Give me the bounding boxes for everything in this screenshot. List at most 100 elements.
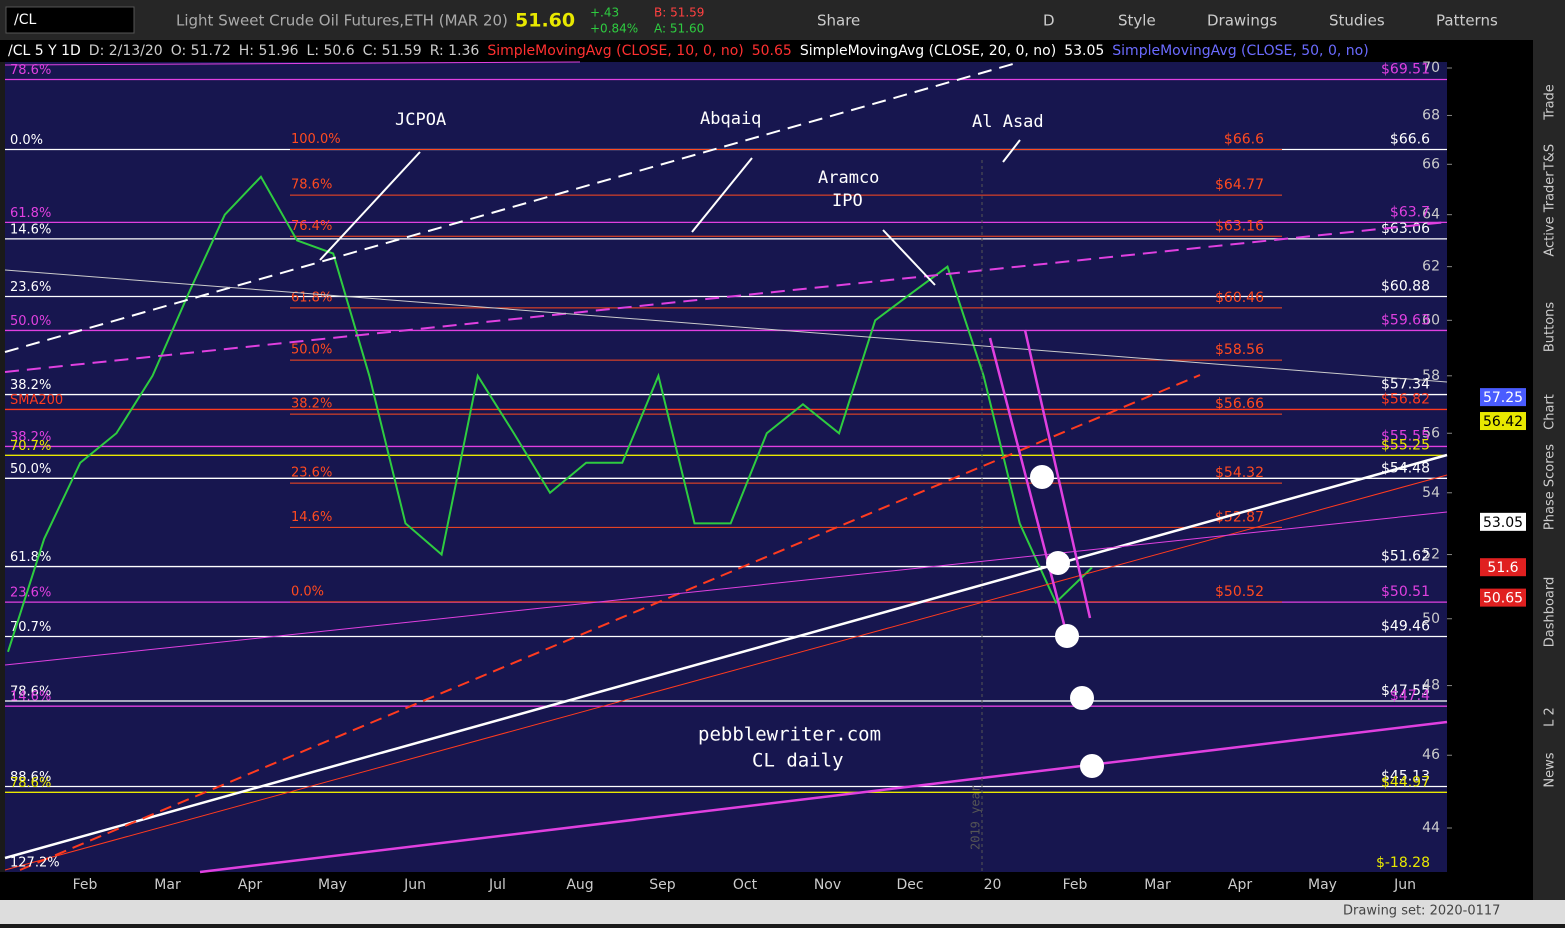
price-badge-label: 50.65 xyxy=(1483,591,1523,607)
time-axis xyxy=(0,872,1533,900)
fib-right-label: $63.16 xyxy=(1215,218,1264,234)
y-tick-label: 52 xyxy=(1422,547,1440,563)
fib-left-label: 50.0% xyxy=(291,343,332,358)
watermark: pebblewriter.com xyxy=(698,724,881,746)
level-left-label: 38.2% xyxy=(10,378,51,393)
level-left-label: 0.0% xyxy=(10,133,43,148)
x-tick-label: Dec xyxy=(896,877,923,893)
level-right-label: $55.25 xyxy=(1381,437,1430,453)
fib-right-label: $52.87 xyxy=(1215,509,1264,525)
sidebar-tab[interactable]: Chart xyxy=(1543,394,1558,430)
drawing-set: Drawing set: 2020-0117 xyxy=(1343,904,1500,919)
plot-area xyxy=(5,62,1447,872)
level-left-label: 70.7% xyxy=(10,620,51,635)
level-left-label: 23.6% xyxy=(10,280,51,295)
sidebar-tab[interactable]: Phase Scores xyxy=(1543,444,1558,530)
level-right-label: $51.62 xyxy=(1381,549,1430,565)
level-right-label: $57.34 xyxy=(1381,377,1430,393)
button[interactable]: D xyxy=(1043,12,1055,30)
level-left-label: SMA200 xyxy=(10,393,63,408)
info-item: R: 1.36 xyxy=(430,43,480,59)
level-right-label: $44.97 xyxy=(1381,774,1430,790)
fib-right-label: $66.6 xyxy=(1224,132,1264,148)
fib-right-label: $56.66 xyxy=(1215,396,1264,412)
price-badge xyxy=(1480,588,1526,607)
info-items: /CL 5 Y 1D D: 2/13/20 O: 51.72 H: 51.96 L: 5… xyxy=(8,43,1369,59)
annotation: Al Asad xyxy=(972,112,1044,132)
sidebar-tab[interactable]: News xyxy=(1543,752,1558,787)
button[interactable]: Patterns xyxy=(1436,12,1498,30)
fib-left-label: 100.0% xyxy=(291,132,341,147)
y-tick-label: 48 xyxy=(1422,678,1440,694)
sidebar xyxy=(1533,40,1565,900)
sidebar-tab[interactable]: Dashboard xyxy=(1543,577,1558,648)
info-item: L: 50.6 xyxy=(307,43,355,59)
price-badge xyxy=(1480,512,1526,531)
y-tick-label: 60 xyxy=(1422,312,1440,328)
info-item: /CL 5 Y 1D xyxy=(8,43,81,59)
y-tick-label: 70 xyxy=(1422,60,1440,76)
level-right-label: $47.4 xyxy=(1390,688,1430,704)
x-tick-label: 20 xyxy=(984,877,1002,893)
y-tick-label: 58 xyxy=(1422,368,1440,384)
fib-left-label: 78.6% xyxy=(291,178,332,193)
sidebar-tab[interactable]: T&S xyxy=(1543,144,1558,171)
level-left-label: 50.0% xyxy=(10,462,51,477)
trendlines xyxy=(4,61,1448,874)
level-right-label: $66.6 xyxy=(1390,132,1430,148)
level-right-label: $-18.28 xyxy=(1376,855,1430,871)
level-left-label: 78.6% xyxy=(10,63,51,78)
status-bar xyxy=(0,900,1565,924)
level-left-label: 88.6% xyxy=(10,770,51,785)
info-item: H: 51.96 xyxy=(239,43,299,59)
level-right-label: $63.7 xyxy=(1390,204,1430,220)
x-tick-label: Sep xyxy=(649,877,676,893)
y-tick-label: 46 xyxy=(1422,747,1440,763)
symbol-box[interactable] xyxy=(5,6,135,34)
sidebar-tab[interactable]: Buttons xyxy=(1543,302,1558,353)
y-tick-label: 44 xyxy=(1422,820,1440,836)
level-left-label: 78.6% xyxy=(10,776,51,791)
button[interactable]: Style xyxy=(1118,12,1156,30)
level-left-label: 14.6% xyxy=(10,690,51,705)
button[interactable]: Studies xyxy=(1329,12,1385,30)
level-left-label: 127.2% xyxy=(10,856,60,871)
y-tick-label: 56 xyxy=(1422,425,1440,441)
level-right-label: $49.46 xyxy=(1381,619,1430,635)
y-tick-label: 54 xyxy=(1422,485,1440,501)
x-tick-label: Nov xyxy=(814,877,841,893)
x-tick-label: Jun xyxy=(1393,877,1416,893)
change: +.43 xyxy=(590,6,619,20)
info-item: O: 51.72 xyxy=(171,43,231,59)
x-tick-label: Feb xyxy=(73,877,98,893)
y-tick-label: 66 xyxy=(1422,156,1440,172)
info-item: SimpleMovingAvg (CLOSE, 50, 0, no) xyxy=(1112,43,1368,59)
level-right-label: $59.63 xyxy=(1381,312,1430,328)
info-item: SimpleMovingAvg (CLOSE, 20, 0, no) xyxy=(800,43,1056,59)
fib-right-label: $60.46 xyxy=(1215,290,1264,306)
x-tick-label: May xyxy=(1308,877,1337,893)
x-tick-label: Mar xyxy=(1144,877,1171,893)
sidebar-tab[interactable]: L 2 xyxy=(1543,707,1558,727)
description: Light Sweet Crude Oil Futures,ETH (MAR 2… xyxy=(176,12,508,30)
year-label: 2019 year xyxy=(969,785,983,850)
toolbar xyxy=(0,0,1565,40)
x-tick-label: Apr xyxy=(1228,877,1252,893)
level-left-label: 38.2% xyxy=(10,430,51,445)
annotation: JCPOA xyxy=(395,110,446,130)
sidebar-tab[interactable]: Trade xyxy=(1543,84,1558,121)
sidebar-tab[interactable]: Active Trader xyxy=(1543,171,1558,257)
price-badge-label: 51.6 xyxy=(1487,560,1518,576)
change-pct: +0.84% xyxy=(590,22,638,36)
y-tick-label: 68 xyxy=(1422,107,1440,123)
plot: 44 46 48 50 52 54 56 58 60 62 64 66 68 70 Feb Mar Apr May… xyxy=(5,60,1526,893)
price-badge-label: 53.05 xyxy=(1483,515,1523,531)
level-right-label: $56.82 xyxy=(1381,391,1430,407)
button[interactable]: Share xyxy=(817,12,860,30)
level-left-label: 61.8% xyxy=(10,550,51,565)
fib-left-label: 61.8% xyxy=(291,290,332,305)
level-right-label: $55.55 xyxy=(1381,428,1430,444)
button[interactable]: Drawings xyxy=(1207,12,1277,30)
